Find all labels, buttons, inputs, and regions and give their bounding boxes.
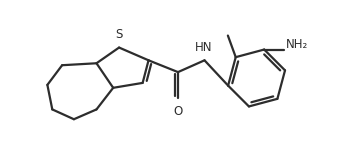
Text: S: S — [115, 28, 123, 41]
Text: HN: HN — [195, 41, 212, 54]
Text: O: O — [173, 106, 183, 118]
Text: NH₂: NH₂ — [286, 38, 308, 51]
